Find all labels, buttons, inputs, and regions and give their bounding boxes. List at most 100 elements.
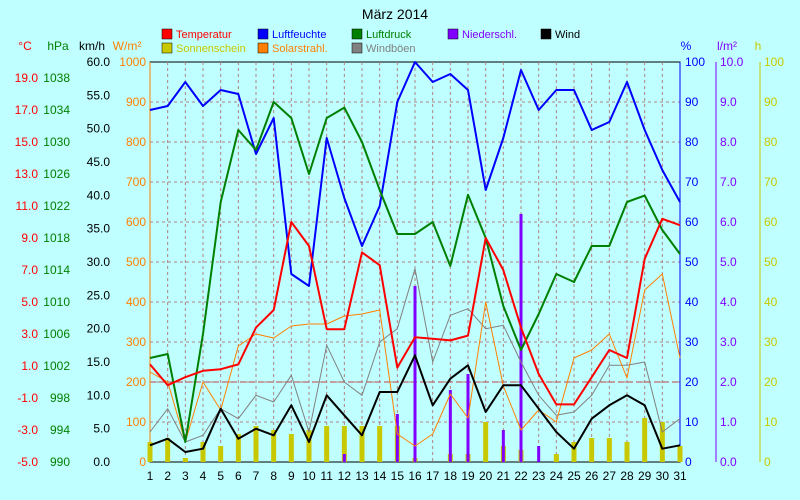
tick-label-pressure: 1006 bbox=[43, 327, 70, 341]
x-tick-label: 8 bbox=[270, 469, 277, 483]
tick-label-rain: 8.0 bbox=[720, 135, 737, 149]
legend-swatch bbox=[257, 28, 269, 40]
tick-label-wind: 10.0 bbox=[87, 388, 111, 402]
bar-sonnenschein bbox=[483, 422, 489, 462]
tick-label-solar: 200 bbox=[126, 375, 146, 389]
bar-sonnenschein bbox=[659, 422, 665, 462]
x-tick-label: 31 bbox=[673, 469, 687, 483]
axis-unit-wind: km/h bbox=[79, 39, 105, 53]
x-tick-label: 24 bbox=[550, 469, 564, 483]
tick-label-temp: -5.0 bbox=[17, 455, 38, 469]
tick-label-wind: 25.0 bbox=[87, 288, 111, 302]
tick-label-humidity: 100 bbox=[685, 55, 705, 69]
tick-label-pressure: 1014 bbox=[43, 263, 70, 277]
tick-label-temp: 5.0 bbox=[21, 295, 38, 309]
tick-label-wind: 0.0 bbox=[93, 455, 110, 469]
bar-sonnenschein bbox=[553, 454, 559, 462]
tick-label-humidity: 60 bbox=[685, 215, 699, 229]
tick-label-rain: 4.0 bbox=[720, 295, 737, 309]
x-tick-label: 7 bbox=[253, 469, 260, 483]
x-tick-label: 22 bbox=[514, 469, 528, 483]
tick-label-wind: 55.0 bbox=[87, 88, 111, 102]
bar-sonnenschein bbox=[165, 438, 171, 462]
x-tick-label: 18 bbox=[444, 469, 458, 483]
legend-label: Solarstrahl. bbox=[272, 43, 328, 55]
tick-label-wind: 50.0 bbox=[87, 122, 111, 136]
tick-label-sun: 70 bbox=[764, 175, 778, 189]
tick-label-temp: 9.0 bbox=[21, 231, 38, 245]
tick-label-solar: 300 bbox=[126, 335, 146, 349]
tick-label-rain: 7.0 bbox=[720, 175, 737, 189]
tick-label-pressure: 1002 bbox=[43, 359, 70, 373]
tick-label-wind: 35.0 bbox=[87, 222, 111, 236]
bar-sonnenschein bbox=[589, 438, 595, 462]
x-tick-label: 1 bbox=[147, 469, 154, 483]
bar-sonnenschein bbox=[182, 458, 188, 462]
tick-label-rain: 3.0 bbox=[720, 335, 737, 349]
bar-sonnenschein bbox=[200, 442, 206, 462]
x-tick-label: 29 bbox=[638, 469, 652, 483]
legend-swatch bbox=[351, 42, 363, 54]
bar-sonnenschein bbox=[218, 446, 224, 462]
tick-label-sun: 40 bbox=[764, 295, 778, 309]
bar-sonnenschein bbox=[377, 426, 383, 462]
x-tick-label: 13 bbox=[355, 469, 369, 483]
tick-label-temp: 15.0 bbox=[15, 135, 39, 149]
tick-label-wind: 20.0 bbox=[87, 322, 111, 336]
x-tick-label: 6 bbox=[235, 469, 242, 483]
tick-label-sun: 10 bbox=[764, 415, 778, 429]
tick-label-humidity: 80 bbox=[685, 135, 699, 149]
legend-label: Sonnenschein bbox=[176, 43, 246, 55]
tick-label-pressure: 998 bbox=[50, 391, 70, 405]
bar-niederschl bbox=[448, 390, 452, 462]
tick-label-solar: 400 bbox=[126, 295, 146, 309]
tick-label-rain: 0.0 bbox=[720, 455, 737, 469]
x-tick-label: 26 bbox=[585, 469, 599, 483]
legend-swatch bbox=[161, 28, 173, 40]
bar-sonnenschein bbox=[324, 426, 330, 462]
tick-label-temp: 19.0 bbox=[15, 71, 39, 85]
tick-label-rain: 10.0 bbox=[720, 55, 744, 69]
x-tick-label: 20 bbox=[479, 469, 493, 483]
legend-swatch bbox=[161, 42, 173, 54]
series-line-temperatur bbox=[149, 217, 681, 406]
tick-label-humidity: 40 bbox=[685, 295, 699, 309]
bar-sonnenschein bbox=[306, 430, 312, 462]
legend-label: Windböen bbox=[366, 43, 416, 55]
bar-niederschl bbox=[395, 414, 399, 462]
tick-label-humidity: 50 bbox=[685, 255, 699, 269]
x-tick-label: 14 bbox=[373, 469, 387, 483]
x-tick-label: 15 bbox=[391, 469, 405, 483]
axis-unit-rain: l/m² bbox=[717, 39, 737, 53]
x-tick-label: 4 bbox=[200, 469, 207, 483]
tick-label-wind: 30.0 bbox=[87, 255, 111, 269]
legend-swatch bbox=[540, 28, 552, 40]
bar-niederschl bbox=[519, 214, 523, 462]
tick-label-wind: 45.0 bbox=[87, 155, 111, 169]
tick-label-solar: 1000 bbox=[119, 55, 146, 69]
axis-unit-humidity: % bbox=[681, 39, 692, 53]
tick-label-sun: 100 bbox=[764, 55, 784, 69]
bar-niederschl bbox=[537, 446, 541, 462]
series-line-luftfeuchte bbox=[149, 61, 681, 287]
legend-label: Wind bbox=[555, 29, 580, 41]
series-lines bbox=[149, 61, 681, 453]
bar-sonnenschein bbox=[235, 434, 241, 462]
bar-sonnenschein bbox=[359, 426, 365, 462]
tick-label-temp: 3.0 bbox=[21, 327, 38, 341]
legend-label: Temperatur bbox=[176, 29, 232, 41]
tick-label-temp: 13.0 bbox=[15, 167, 39, 181]
legend-label: Niederschl. bbox=[462, 29, 517, 41]
series-line-windben bbox=[149, 268, 681, 443]
bar-sonnenschein bbox=[606, 438, 612, 462]
tick-label-rain: 9.0 bbox=[720, 95, 737, 109]
bar-sonnenschein bbox=[271, 430, 277, 462]
tick-label-humidity: 0 bbox=[685, 455, 692, 469]
tick-label-wind: 15.0 bbox=[87, 355, 111, 369]
x-tick-label: 19 bbox=[461, 469, 475, 483]
bar-sonnenschein bbox=[677, 446, 683, 462]
x-tick-label: 11 bbox=[320, 469, 333, 483]
tick-label-pressure: 1030 bbox=[43, 135, 70, 149]
axis-unit-temp: °C bbox=[18, 39, 32, 53]
